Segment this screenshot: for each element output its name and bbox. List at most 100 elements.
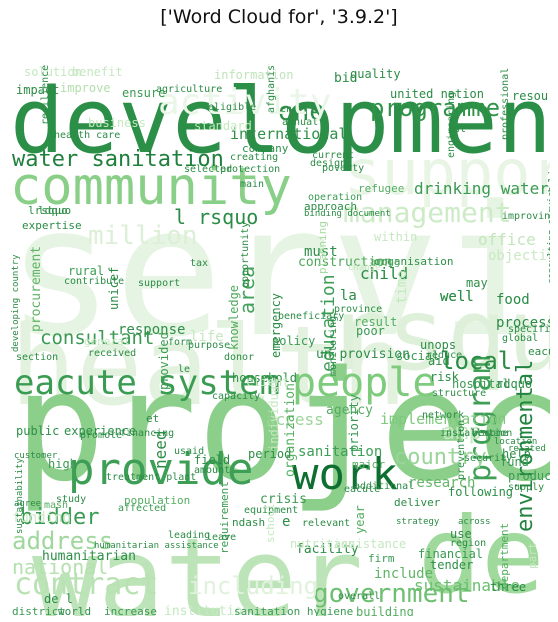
word-united-nation: united nation — [390, 87, 484, 101]
word-crisis: crisis — [260, 492, 307, 507]
word-procurement: procurement — [29, 246, 44, 332]
word-education: education — [318, 274, 339, 372]
word-firm: firm — [368, 552, 395, 565]
word-company: company — [242, 142, 289, 155]
word-et: et — [146, 412, 159, 425]
word-province: province — [334, 304, 382, 315]
word-country: country — [394, 445, 487, 470]
word-social: social — [396, 349, 439, 363]
word-emergency: emergency — [269, 293, 283, 358]
word-reduce: reduce — [426, 350, 462, 361]
word-fund: fund — [500, 455, 529, 469]
word-est: est — [448, 124, 466, 135]
word-usaid: usaid — [174, 446, 204, 457]
word-activity: activity — [158, 82, 331, 123]
word-business: business — [88, 116, 146, 130]
word-office: office — [478, 230, 536, 249]
word-le: le — [178, 364, 190, 375]
word-major: major — [352, 458, 385, 471]
word-contract: contract — [14, 567, 159, 602]
word-main: main — [240, 179, 264, 190]
word-de: de — [418, 495, 544, 616]
word-selected: selected — [184, 164, 232, 175]
word-global: global — [502, 333, 538, 344]
word-increase: increase — [104, 605, 157, 616]
word-agency: agency — [326, 403, 373, 418]
word-poor: poor — [356, 324, 385, 338]
word-form: form — [168, 337, 192, 348]
word-l-rsquo: l rsquo — [174, 205, 258, 229]
word-prevention: prevention — [456, 420, 467, 480]
word-sustainability: sustainability — [15, 458, 25, 534]
word-rsquo: rsquo — [326, 276, 550, 393]
word-affected: affected — [118, 503, 166, 514]
word-professional: professional — [500, 68, 511, 140]
word-cloud: servicehealthrsquosupportdevelopmentcomm… — [8, 64, 550, 616]
word-financial: financial — [418, 547, 483, 561]
word-unicef: unicef — [107, 267, 121, 310]
word-across: across — [458, 517, 491, 527]
word-equipment: equipment — [244, 505, 298, 516]
word-management: management — [343, 196, 512, 229]
word-resource: resource — [512, 89, 550, 103]
word-rural: rural — [68, 264, 104, 278]
word-well: well — [440, 289, 474, 305]
word-current: current — [312, 150, 354, 161]
word-protection: protection — [220, 164, 280, 175]
word-address: address — [12, 527, 113, 555]
word-de-l: de l — [44, 592, 73, 606]
word-received: received — [88, 348, 136, 359]
word-e: e — [282, 514, 290, 530]
word-need: need — [151, 430, 170, 469]
word-eacute: eacute — [344, 484, 380, 495]
word-rdquo: rdquo — [496, 377, 532, 391]
word-construction: construction — [298, 255, 392, 270]
word-related: related — [508, 444, 546, 454]
word-consultant: consultant — [40, 327, 154, 349]
word-leading: leading — [168, 530, 210, 541]
word-health: health — [10, 302, 407, 430]
word-planning: planning — [316, 221, 329, 274]
word-eacute-system: eacute system — [14, 363, 280, 403]
word-local: local — [440, 347, 512, 375]
word-help: help — [502, 447, 531, 461]
word-provided: provided — [157, 332, 171, 390]
word-must: must — [304, 244, 338, 260]
word-community: community — [10, 157, 292, 217]
word-developing-country: developing country — [11, 254, 21, 352]
word-food: food — [496, 292, 530, 308]
word-afghanistan: afghanistan — [266, 64, 277, 113]
word-poverty: poverty — [322, 163, 364, 174]
word-individual: individual — [267, 379, 281, 451]
word-million: million — [88, 221, 198, 251]
word-agree: agree — [14, 499, 41, 509]
word-area: area — [235, 266, 259, 314]
word-approach: approach — [304, 200, 357, 213]
word-refugee: refugee — [358, 182, 404, 195]
word-lrsquo: lrsquo — [28, 204, 68, 217]
word-household: household — [232, 371, 297, 385]
word-building: building — [356, 605, 414, 616]
word-may: may — [466, 276, 488, 290]
word-program: program — [463, 356, 498, 482]
word-improving: improving — [502, 211, 550, 222]
word-specific: specific — [508, 324, 550, 335]
word-engineering: engineering — [446, 92, 457, 158]
word-delivery: delivery — [546, 143, 550, 196]
word-organization: organization — [283, 383, 298, 477]
word-objective: objective — [488, 248, 550, 264]
word-capacity: capacity — [212, 391, 260, 402]
word-national: national — [12, 555, 108, 579]
word-water: water — [32, 514, 363, 616]
word-tax: tax — [190, 258, 208, 269]
word-location: location — [494, 437, 537, 447]
word-department: department — [498, 523, 511, 589]
word-quality: quality — [350, 67, 401, 81]
word-three: three — [490, 580, 526, 594]
word-amount: amount — [194, 465, 230, 476]
word-humanitarian: humanitarian — [42, 549, 136, 564]
word-customer: customer — [14, 451, 58, 461]
word-one: one — [278, 97, 325, 127]
word-period: period — [248, 447, 291, 461]
word-network: network — [422, 410, 464, 421]
